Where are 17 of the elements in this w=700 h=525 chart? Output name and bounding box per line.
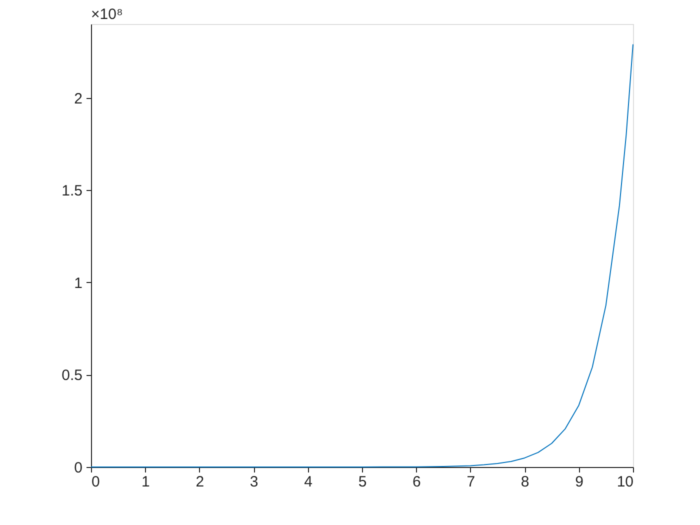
y-tick-label: 0.5 <box>62 367 82 384</box>
x-tick-label: 8 <box>520 474 530 490</box>
x-tick-label: 9 <box>575 474 584 490</box>
x-tick-label: 7 <box>466 474 476 490</box>
y-tick-label: 1 <box>74 274 82 292</box>
y-tick-label: 1.5 <box>62 182 82 200</box>
x-tick-label: 3 <box>250 474 258 490</box>
x-tick-label: 4 <box>304 474 312 490</box>
y-tick-label: 2 <box>74 90 82 108</box>
x-tick-label: 5 <box>358 474 367 490</box>
x-tick-label: 10 <box>616 474 634 490</box>
x-tick-label: 2 <box>196 474 204 490</box>
x-tick-label: 1 <box>142 474 150 490</box>
text: ×10⁸ <box>91 6 123 23</box>
y-tick-label: 0 <box>74 460 82 476</box>
x-tick-label: 6 <box>412 474 421 490</box>
x-tick-label: 0 <box>92 474 100 490</box>
